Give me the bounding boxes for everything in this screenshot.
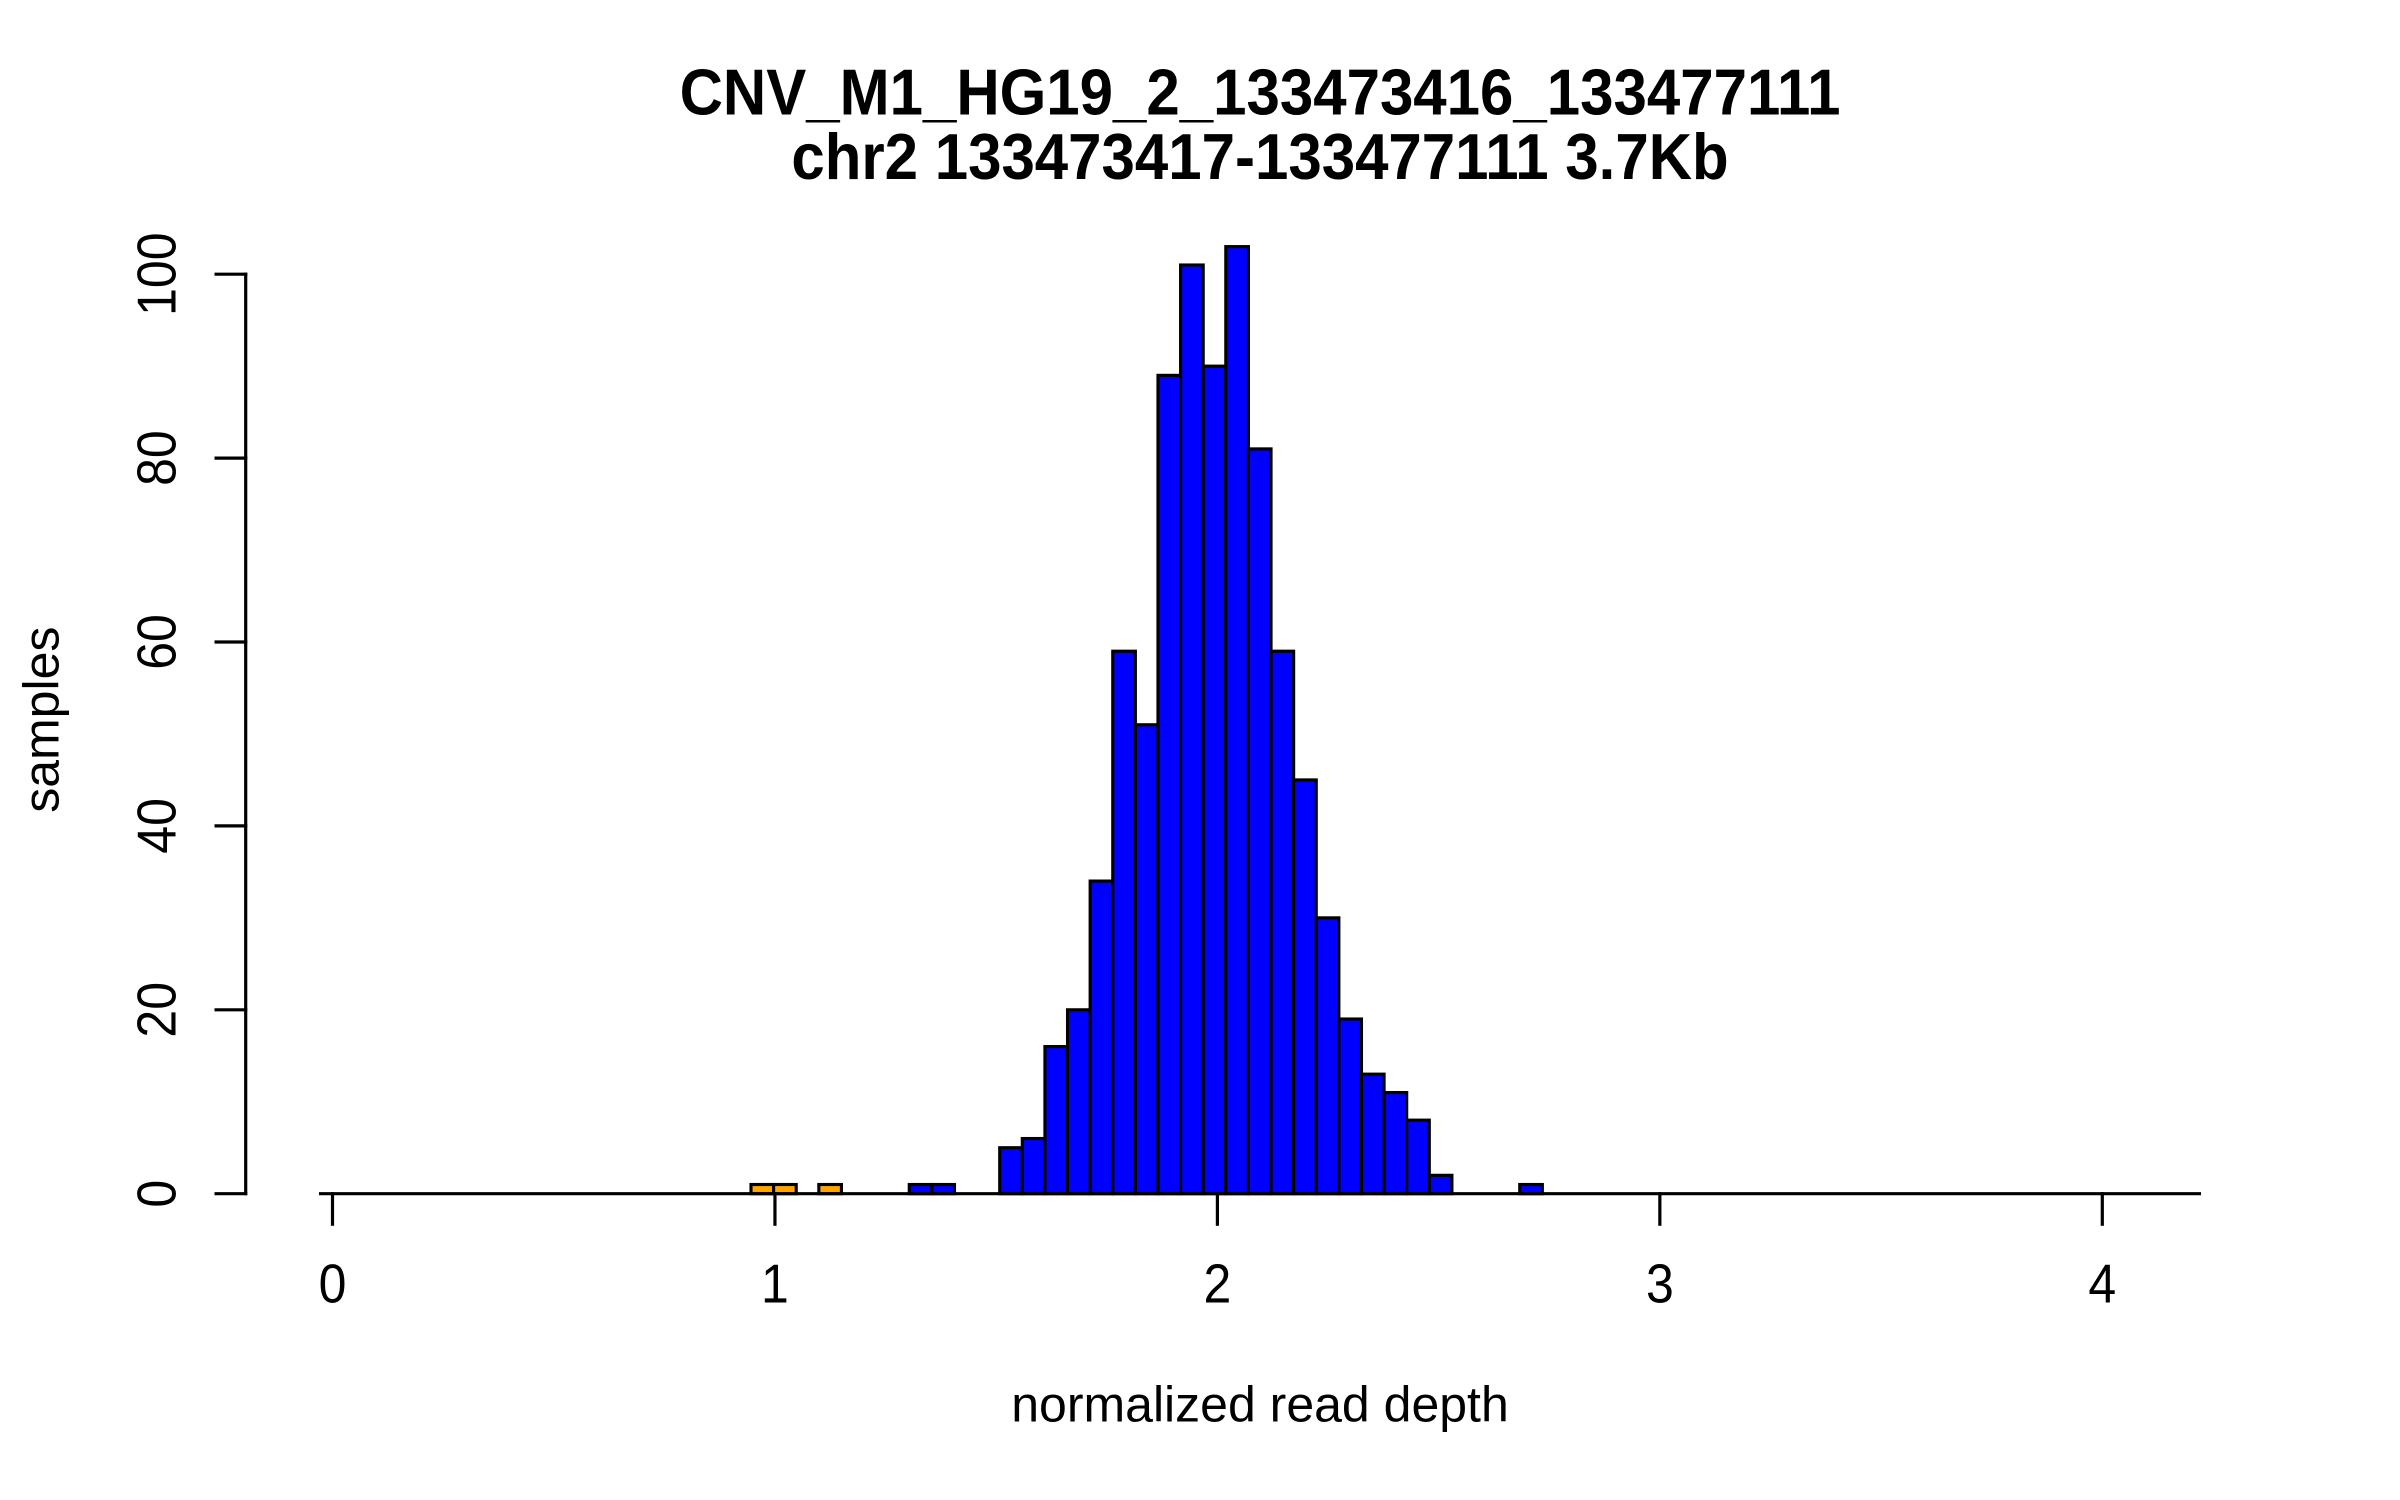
svg-text:1: 1: [761, 1255, 789, 1315]
svg-text:CNV_M1_HG19_2_133473416_133477: CNV_M1_HG19_2_133473416_133477111: [680, 56, 1841, 129]
svg-text:80: 80: [128, 430, 188, 486]
svg-text:3: 3: [1646, 1255, 1674, 1315]
svg-text:60: 60: [128, 614, 188, 670]
svg-text:2: 2: [1203, 1255, 1231, 1315]
svg-text:20: 20: [128, 982, 188, 1038]
svg-text:samples: samples: [14, 627, 70, 813]
svg-text:0: 0: [319, 1255, 347, 1315]
svg-text:4: 4: [2088, 1255, 2116, 1315]
svg-text:normalized read depth: normalized read depth: [1011, 1377, 1509, 1433]
svg-text:0: 0: [128, 1180, 188, 1208]
svg-text:100: 100: [128, 232, 188, 315]
svg-text:40: 40: [128, 798, 188, 854]
svg-text:chr2 133473417-133477111 3.7Kb: chr2 133473417-133477111 3.7Kb: [791, 121, 1728, 194]
